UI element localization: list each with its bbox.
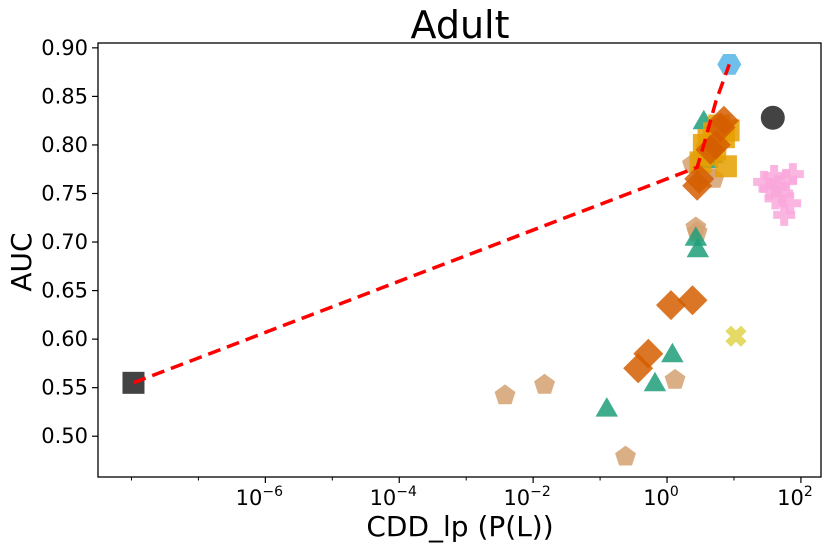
- y-tick-label: 0.75: [41, 181, 88, 205]
- y-tick-label: 0.60: [41, 327, 88, 351]
- black-circle-point: [760, 105, 785, 130]
- pink-plus-point: [753, 170, 776, 193]
- yellow-x-point: [725, 325, 747, 347]
- tan-pentagon-point: [664, 368, 686, 389]
- y-tick-label: 0.65: [41, 279, 88, 303]
- green-triangle-point: [686, 237, 710, 258]
- green-triangle-point: [643, 371, 667, 392]
- orange-diamond-point: [677, 285, 708, 316]
- pink-plus-point: [781, 163, 804, 186]
- x-tick-exponent: 0: [670, 484, 679, 500]
- tan-pentagon-point: [534, 373, 555, 394]
- x-tick-base: 10: [503, 486, 530, 510]
- x-tick-base: 10: [370, 486, 397, 510]
- green-triangle-point: [661, 342, 684, 363]
- x-tick-exponent: −4: [396, 484, 417, 500]
- plot-frame: [97, 42, 822, 478]
- axes: 0.500.550.600.650.700.750.800.850.9010−6…: [41, 36, 813, 510]
- green-triangle-point: [684, 226, 708, 246]
- x-tick-base: 10: [236, 486, 263, 510]
- tan-pentagon-point: [615, 445, 636, 466]
- orange-diamond-point: [708, 105, 739, 136]
- y-tick-label: 0.80: [41, 133, 88, 157]
- pink-plus-point: [773, 203, 796, 226]
- x-tick-label: 100: [643, 484, 679, 510]
- tan-pentagon-point: [494, 384, 516, 405]
- pink-plus-point: [779, 192, 802, 215]
- x-tick-label: 10−4: [370, 484, 417, 510]
- x-tick-base: 10: [643, 486, 670, 510]
- x-tick-base: 10: [777, 486, 804, 510]
- x-tick-exponent: 2: [804, 484, 813, 500]
- black-square-point: [122, 371, 145, 394]
- y-tick-label: 0.50: [41, 424, 88, 448]
- orange-diamond-point: [656, 290, 686, 321]
- gold-square-point: [714, 155, 737, 178]
- y-tick-label: 0.55: [41, 376, 88, 400]
- plot-area: [122, 54, 804, 466]
- green-triangle-point: [595, 397, 618, 417]
- pink-plus-point: [767, 174, 790, 197]
- pink-plus-point: [775, 168, 798, 191]
- frontier-line: [132, 63, 731, 385]
- chart-title: Adult: [411, 3, 510, 47]
- x-tick-exponent: −6: [262, 484, 283, 500]
- orange-diamond-point: [684, 163, 715, 194]
- y-axis-label: AUC: [5, 232, 38, 291]
- y-tick-label: 0.90: [41, 36, 88, 60]
- orange-diamond-point: [633, 338, 664, 369]
- pink-plus-point: [764, 187, 787, 210]
- x-tick-exponent: −2: [530, 484, 551, 500]
- x-tick-label: 10−2: [503, 484, 550, 510]
- x-tick-label: 102: [777, 484, 813, 510]
- x-tick-label: 10−6: [236, 484, 283, 510]
- pink-plus-point: [771, 182, 794, 205]
- x-axis-label: CDD_lp (P(L)): [366, 510, 553, 543]
- pink-plus-point: [763, 165, 786, 188]
- y-tick-label: 0.70: [41, 230, 88, 254]
- y-tick-label: 0.85: [41, 84, 88, 108]
